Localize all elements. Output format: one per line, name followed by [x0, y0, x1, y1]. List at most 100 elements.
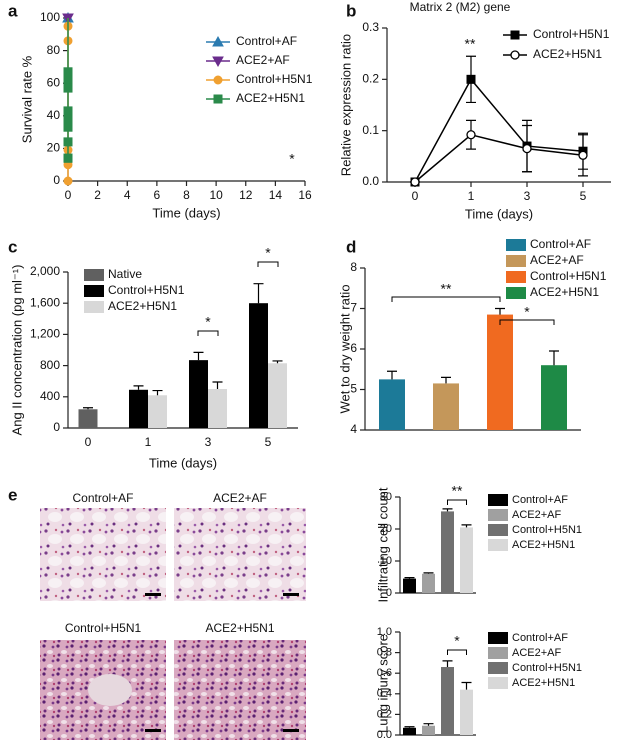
bar — [129, 389, 148, 428]
legend-label: Control+H5N1 — [512, 524, 582, 536]
scale-bar — [283, 593, 299, 596]
error-bar — [253, 283, 264, 304]
y-tick-label: 0 — [53, 420, 60, 434]
chart-title: Matrix 2 (M2) gene — [410, 0, 511, 14]
x-tick-label: 4 — [124, 188, 131, 202]
micrograph — [174, 640, 306, 740]
y-tick-label: 0.0 — [377, 729, 392, 741]
y-axis-label: Lung injury score — [375, 634, 390, 733]
error-bar — [404, 577, 415, 579]
legend-marker — [510, 50, 520, 60]
x-tick-label: 3 — [205, 435, 212, 449]
panel-letter: e — [8, 485, 17, 504]
scale-bar — [283, 729, 299, 732]
legend-swatch — [506, 271, 526, 283]
x-tick-label: 5 — [265, 435, 272, 449]
bar — [422, 573, 435, 593]
legend-label: Control+AF — [512, 632, 568, 644]
legend-swatch — [506, 239, 526, 251]
y-tick-label: 0.1 — [362, 123, 379, 137]
legend-swatch — [488, 539, 508, 551]
legend-label: Control+AF — [530, 237, 591, 251]
y-tick-label: 10 — [380, 555, 392, 567]
legend-label: ACE2+H5N1 — [108, 299, 177, 313]
error-bar — [441, 376, 451, 384]
y-tick-label: 1,600 — [30, 295, 60, 309]
y-tick-label: 800 — [40, 358, 60, 372]
marker — [410, 177, 420, 187]
y-axis-label: Wet to dry weight ratio — [337, 284, 352, 413]
marker — [63, 83, 73, 93]
error-bar — [152, 389, 163, 396]
legend-swatch — [506, 255, 526, 267]
y-axis-label: Ang II concentration (pg ml⁻¹) — [9, 265, 24, 436]
y-tick-label: 40 — [47, 108, 61, 122]
bar — [148, 395, 167, 428]
annotation: ** — [452, 483, 463, 499]
panel-letter: c — [8, 237, 17, 256]
legend-swatch — [84, 269, 104, 281]
bar — [403, 727, 416, 735]
legend-label: ACE2+H5N1 — [533, 47, 602, 61]
error-bar — [423, 723, 434, 726]
bar — [441, 667, 454, 735]
error-bar — [272, 360, 283, 364]
y-tick-label: 0.0 — [362, 174, 379, 188]
x-tick-label: 2 — [94, 188, 101, 202]
significance-bracket — [257, 261, 279, 267]
legend-label: ACE2+H5N1 — [512, 677, 575, 689]
error-bar — [193, 351, 204, 361]
y-tick-label: 0.3 — [362, 20, 379, 34]
annotation: ** — [465, 36, 476, 52]
y-tick-label: 20 — [380, 523, 392, 535]
y-tick-label: 5 — [350, 382, 357, 396]
legend-label: ACE2+AF — [236, 53, 290, 67]
error-bar — [495, 307, 505, 315]
legend-marker — [213, 94, 223, 104]
marker — [63, 153, 73, 163]
error-bar — [549, 350, 559, 366]
error-bar — [212, 381, 223, 389]
legend-swatch — [506, 287, 526, 299]
y-tick-label: 20 — [47, 141, 61, 155]
marker — [63, 176, 73, 186]
micrograph-label: Control+H5N1 — [65, 621, 142, 635]
micrograph — [40, 508, 166, 601]
legend-swatch — [84, 301, 104, 313]
x-axis-label: Time (days) — [465, 206, 533, 221]
legend-marker — [212, 56, 224, 68]
y-tick-label: 6 — [350, 341, 357, 355]
significance-bracket — [447, 649, 467, 655]
y-tick-label: 0.2 — [377, 708, 392, 720]
marker — [466, 130, 476, 140]
legend-swatch — [488, 509, 508, 521]
y-tick-label: 1.0 — [377, 626, 392, 638]
legend-swatch — [488, 494, 508, 506]
marker — [522, 143, 532, 154]
legend-label: Native — [108, 267, 142, 281]
y-tick-label: 0 — [386, 587, 392, 599]
x-tick-label: 12 — [239, 188, 253, 202]
marker — [63, 67, 73, 77]
legend-marker — [213, 75, 223, 85]
x-tick-label: 10 — [209, 188, 223, 202]
legend-label: Control+H5N1 — [236, 72, 313, 86]
y-tick-label: 8 — [350, 260, 357, 274]
y-tick-label: 7 — [350, 301, 357, 315]
legend-swatch — [488, 647, 508, 659]
micrograph-label: ACE2+H5N1 — [205, 621, 274, 635]
x-tick-label: 5 — [580, 189, 587, 203]
marker — [63, 106, 73, 116]
bar — [460, 527, 473, 593]
legend-label: ACE2+H5N1 — [512, 539, 575, 551]
legend-swatch — [488, 662, 508, 674]
legend-label: ACE2+H5N1 — [236, 91, 305, 105]
panel-letter: a — [8, 1, 18, 20]
x-tick-label: 3 — [524, 189, 531, 203]
y-tick-label: 30 — [380, 491, 392, 503]
annotation: * — [205, 314, 211, 330]
y-tick-label: 0.8 — [377, 647, 392, 659]
bar — [379, 379, 405, 430]
series-line — [414, 78, 584, 183]
scale-bar — [145, 729, 161, 732]
